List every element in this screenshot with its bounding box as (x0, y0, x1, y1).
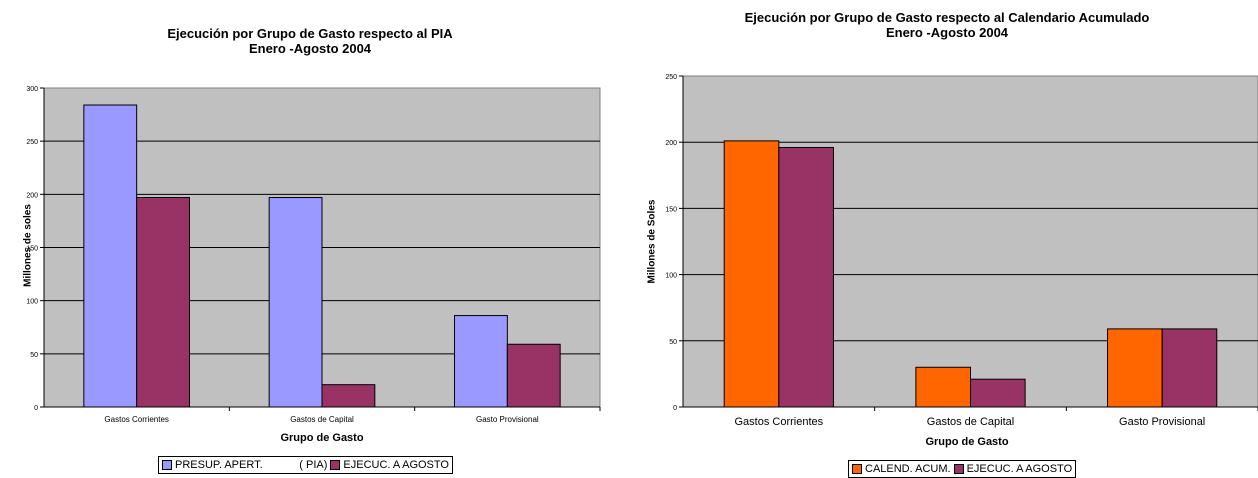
y-tick-label: 200 (26, 192, 38, 199)
bar (970, 378, 1026, 408)
bar-chart-canvas: 0 50 100 150 200 250 Gastos Corrientes Gastos d… (665, 74, 1258, 428)
x-axis-label: Grupo de Gasto (925, 436, 1009, 448)
chart-pia: Ejecución por Grupo de Gasto respecto al… (0, 0, 620, 478)
y-tick-label: 100 (665, 273, 677, 280)
chart-title: Ejecución por Grupo de Gasto respecto al… (0, 26, 620, 56)
legend: PRESUP. APERT. ( PIA) EJECUC. A AGOSTO (158, 456, 453, 474)
chart-subtitle: Enero -Agosto 2004 (885, 25, 1009, 40)
bar (321, 384, 376, 408)
x-tick-label: Gastos de Capital (290, 415, 354, 424)
legend-entry: EJECUC. A AGOSTO (330, 459, 449, 471)
x-axis-label: Grupo de Gasto (280, 432, 364, 444)
chart-calendario: Ejecución por Grupo de Gasto respecto al… (636, 0, 1258, 478)
legend-label: CALEND. ACUM. (865, 463, 951, 475)
x-tick-label: Gasto Provisional (1119, 416, 1205, 428)
bar (778, 146, 834, 408)
y-tick-label: 0 (673, 405, 677, 412)
y-tick-label: 50 (669, 339, 677, 346)
legend-label: EJECUC. A AGOSTO (966, 463, 1073, 475)
legend-swatch (953, 464, 964, 474)
y-tick-label: 150 (26, 246, 38, 253)
x-tick-label: Gastos Corrientes (104, 415, 168, 424)
y-tick-label: 250 (26, 139, 38, 146)
chart-subtitle: Enero -Agosto 2004 (248, 41, 372, 56)
y-tick-label: 50 (30, 352, 38, 359)
y-tick-label: 150 (665, 206, 677, 213)
y-tick-label: 200 (665, 140, 677, 147)
bar (136, 197, 190, 408)
chart-title: Ejecución por Grupo de Gasto respecto al… (636, 10, 1258, 40)
legend-label: PRESUP. APERT. ( PIA) (175, 459, 328, 471)
legend-swatch (330, 460, 341, 470)
chart-title-line1: Ejecución por Grupo de Gasto respecto al… (744, 10, 1150, 25)
bar (1107, 328, 1163, 408)
y-tick-label: 0 (34, 405, 38, 412)
legend-label: EJECUC. A AGOSTO (343, 459, 449, 471)
bar (83, 104, 138, 408)
legend: CALEND. ACUM. EJECUC. A AGOSTO (848, 460, 1077, 478)
x-tick-label: Gastos Corrientes (735, 416, 824, 428)
legend-entry: PRESUP. APERT. ( PIA) (162, 459, 327, 471)
bar-chart-canvas: 0 50 100 150 200 250 300 Gastos Corrientes Gasto… (26, 86, 601, 424)
legend-swatch (162, 460, 172, 470)
legend-swatch (852, 464, 862, 474)
bar (915, 366, 971, 408)
bar (723, 140, 780, 408)
y-tick-label: 300 (26, 86, 38, 93)
bar (268, 197, 323, 408)
x-tick-label: Gastos de Capital (927, 416, 1014, 428)
x-tick-label: Gasto Provisional (476, 415, 539, 424)
y-tick-label: 100 (26, 299, 38, 306)
y-tick-label: 250 (665, 74, 677, 81)
chart-title-line1: Ejecución por Grupo de Gasto respecto al… (167, 26, 453, 41)
bar (1161, 328, 1218, 408)
legend-entry: CALEND. ACUM. (852, 463, 951, 475)
bar (454, 315, 508, 408)
bar (506, 343, 561, 408)
legend-entry: EJECUC. A AGOSTO (953, 463, 1073, 475)
